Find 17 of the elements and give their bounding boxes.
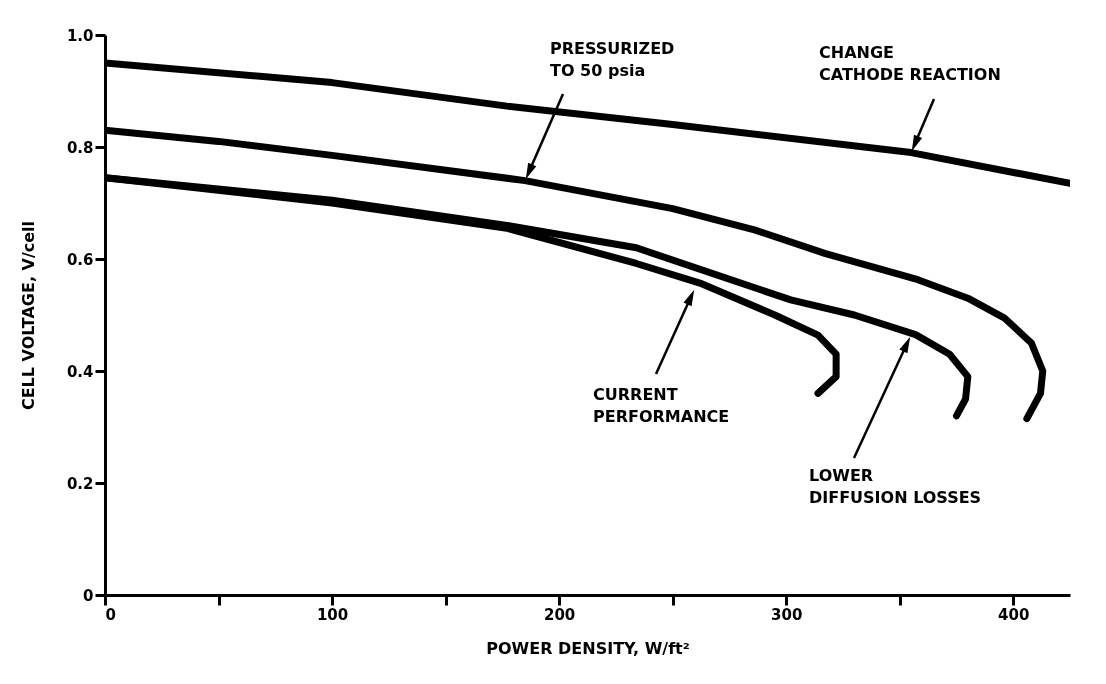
- y-tick-label: 0: [83, 586, 94, 605]
- y-tick-label: 0.2: [66, 474, 94, 493]
- y-tick-label: 0.6: [66, 250, 94, 269]
- y-axis-title: CELL VOLTAGE, V/cell: [18, 220, 38, 411]
- annotation: PRESSURIZED TO 50 psia: [550, 39, 675, 80]
- x-tick-label: 0: [105, 605, 116, 624]
- y-tick-label: 0.4: [66, 362, 94, 381]
- x-tick-label: 300: [771, 605, 803, 624]
- x-tick-label: 400: [998, 605, 1030, 624]
- x-axis-title: POWER DENSITY, W/ft²: [486, 638, 690, 658]
- y-tick-label: 0.8: [66, 138, 94, 157]
- x-tick-label: 100: [316, 605, 349, 624]
- annotation: CHANGE CATHODE REACTION: [819, 43, 1001, 84]
- annotation: LOWER DIFFUSION LOSSES: [809, 466, 982, 507]
- annotation: CURRENT PERFORMANCE: [593, 385, 730, 426]
- x-tick-label: 200: [543, 605, 576, 624]
- y-tick-label: 1.0: [66, 26, 94, 45]
